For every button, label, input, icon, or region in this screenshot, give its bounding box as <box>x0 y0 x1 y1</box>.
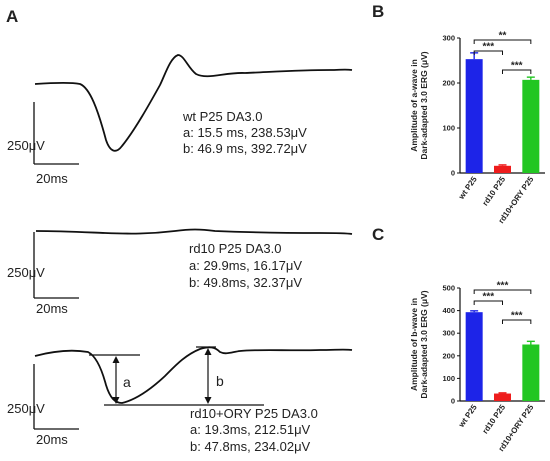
chart-c-bar-2 <box>522 344 540 401</box>
trace-title-rd10: rd10 P25 DA3.0 <box>189 241 282 256</box>
panel-letter-b: B <box>372 2 384 21</box>
trace-b-wave-rd10-ory: b: 47.8ms, 234.02μV <box>190 439 311 454</box>
trace-b-wave-rd10: b: 49.8ms, 32.37μV <box>189 275 302 290</box>
erg-trace-wt <box>34 54 353 152</box>
panel-letter-a: A <box>6 7 18 26</box>
chart-b-y-tick-label: 300 <box>442 34 455 43</box>
chart-b-significance-bracket-0 <box>473 50 503 55</box>
chart-c-y-tick-label: 400 <box>442 306 455 315</box>
trace-a-wave-rd10-ory: a: 19.3ms, 212.51μV <box>190 422 311 437</box>
chart-c-significance-label-2: *** <box>511 311 523 322</box>
chart-c-significance-bracket-0 <box>473 300 503 305</box>
trace-group-wt: 250μV 20ms wt P25 DA3.0 a: 15.5 ms, 238.… <box>7 54 353 186</box>
chart-b-y-tick-label: 0 <box>451 169 455 178</box>
chart-c-y-tick-label: 300 <box>442 329 455 338</box>
trace-title-wt: wt P25 DA3.0 <box>182 109 263 124</box>
chart-b-y-tick-label: 100 <box>442 124 455 133</box>
trace-a-wave-rd10: a: 29.9ms, 16.17μV <box>189 258 302 273</box>
trace-group-rd10-ory: a b 250μV 20ms rd10+ORY P25 DA3.0 a: 19.… <box>7 346 353 454</box>
chart-c-bar-1 <box>494 393 511 401</box>
erg-trace-rd10 <box>35 228 353 235</box>
scale-label-time-wt: 20ms <box>36 171 68 186</box>
scale-label-voltage-rd10: 250μV <box>7 265 45 280</box>
chart-c-y-tick-label: 500 <box>442 284 455 293</box>
chart-b-y-axis-title-line1: Amplitude of a-wave in <box>409 59 419 152</box>
a-wave-marker-label: a <box>123 374 131 390</box>
a-wave-arrow-head-top <box>112 356 120 363</box>
chart-c-bar-0 <box>465 312 483 401</box>
chart-c-y-axis-title-line2: Dark-adapted 3.0 ERG (μV) <box>419 290 429 398</box>
chart-c-y-tick-label: 100 <box>442 374 455 383</box>
erg-trace-rd10-ory <box>34 346 353 404</box>
a-wave-arrow-head-bottom <box>112 397 120 404</box>
chart-c-significance-label-1: *** <box>497 281 509 292</box>
chart-c-category-label-1: rd10 P25 <box>481 403 508 436</box>
chart-c-y-tick-label: 200 <box>442 351 455 360</box>
chart-b-significance-label-0: *** <box>482 42 494 53</box>
bar-chart-a-wave: 0 100 200 300 Amplitude of a-wave in Dark-ada… <box>409 31 545 225</box>
chart-b-bar-0 <box>465 59 483 173</box>
chart-b-y-axis-title-line2: Dark-adapted 3.0 ERG (μV) <box>419 51 429 159</box>
chart-b-significance-label-2: *** <box>511 61 523 72</box>
scale-label-time-rd10: 20ms <box>36 301 68 316</box>
chart-c-y-tick-label: 0 <box>451 397 455 406</box>
b-wave-arrow-head-top <box>204 348 212 355</box>
chart-b-significance-label-1: ** <box>499 31 507 42</box>
scale-label-voltage-rd10-ory: 250μV <box>7 401 45 416</box>
bar-chart-b-wave: 0 100 200 300 400 500 Amplitude of b-wave in Da… <box>409 281 545 453</box>
trace-a-wave-wt: a: 15.5 ms, 238.53μV <box>183 125 307 140</box>
chart-c-significance-bracket-1 <box>473 289 532 294</box>
chart-c-category-label-0: wt P25 <box>456 403 479 430</box>
chart-c-significance-bracket-2 <box>502 319 532 324</box>
scale-label-voltage-wt: 250μV <box>7 138 45 153</box>
chart-b-y-tick-label: 200 <box>442 79 455 88</box>
chart-b-bar-2 <box>522 79 540 173</box>
chart-b-category-label-1: rd10 P25 <box>481 175 508 208</box>
chart-c-y-axis-title-line1: Amplitude of b-wave in <box>409 298 419 391</box>
panel-letter-c: C <box>372 225 384 244</box>
b-wave-arrow-head-bottom <box>204 397 212 404</box>
trace-b-wave-wt: b: 46.9 ms, 392.72μV <box>183 141 307 156</box>
chart-b-category-label-0: wt P25 <box>456 175 479 202</box>
trace-group-rd10: 250μV 20ms rd10 P25 DA3.0 a: 29.9ms, 16.… <box>7 228 353 316</box>
chart-c-significance-label-0: *** <box>482 292 494 303</box>
scale-label-time-rd10-ory: 20ms <box>36 432 68 447</box>
chart-b-significance-bracket-1 <box>473 39 532 44</box>
chart-b-significance-bracket-2 <box>502 69 532 74</box>
chart-b-bar-1 <box>494 165 511 173</box>
b-wave-marker-label: b <box>216 373 224 389</box>
trace-title-rd10-ory: rd10+ORY P25 DA3.0 <box>190 406 318 421</box>
